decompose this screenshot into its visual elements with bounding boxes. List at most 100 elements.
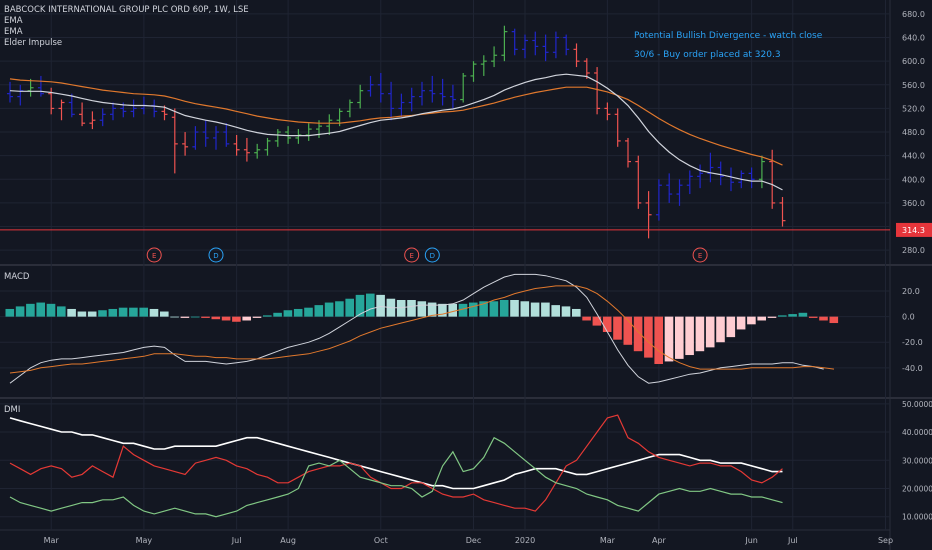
macd-histogram-bar: [139, 307, 148, 317]
macd-histogram-bar: [376, 294, 385, 317]
ohlc-bar: [357, 84, 364, 109]
annotation-buy-order: 30/6 - Buy order placed at 320.3: [634, 50, 781, 60]
macd-histogram-bar: [551, 305, 560, 317]
macd-histogram-bar: [685, 316, 694, 356]
macd-histogram-bar: [36, 302, 45, 317]
ohlc-bar: [614, 108, 621, 147]
macd-histogram-bar: [675, 316, 684, 359]
earnings-badge-label: E: [698, 252, 702, 260]
macd-histogram-bar: [623, 316, 633, 345]
macd-histogram-bar: [510, 300, 519, 317]
ohlc-bar: [182, 132, 189, 156]
ohlc-bar: [408, 87, 415, 112]
macd-histogram-bar: [335, 301, 344, 317]
macd-histogram-bar: [819, 316, 828, 321]
ohlc-bar: [552, 31, 559, 59]
macd-histogram-bar: [345, 298, 354, 317]
macd-histogram-bar: [396, 300, 406, 317]
macd-histogram-bar: [324, 302, 334, 317]
earnings-badge-label: E: [409, 252, 413, 260]
macd-histogram-bar: [757, 316, 766, 321]
macd-histogram-bar: [67, 308, 76, 317]
macd-histogram-bar: [829, 316, 839, 324]
time-tick-label: Sep: [878, 536, 893, 545]
dividend-badge-label: D: [430, 252, 435, 260]
ohlc-bar: [27, 78, 34, 97]
ohlc-bar: [449, 84, 456, 109]
ohlc-bar: [79, 102, 86, 127]
macd-line: [9, 273, 824, 384]
dmi-tick-label: 40.0000: [902, 428, 932, 437]
dividend-badge: [424, 247, 440, 263]
ohlc-bar: [233, 135, 240, 156]
ohlc-bar: [480, 55, 487, 76]
ohlc-bar: [707, 152, 714, 183]
price-tick-label: 400.0: [902, 175, 925, 184]
macd-histogram-bar: [499, 300, 509, 317]
macd-histogram-bar: [149, 308, 159, 317]
study-ema-fast[interactable]: EMA: [4, 16, 23, 26]
ohlc-bar: [635, 155, 642, 209]
macd-histogram-bar: [705, 316, 715, 348]
macd-histogram-bar: [561, 306, 571, 317]
macd-histogram-bar: [438, 303, 447, 317]
ohlc-bar: [274, 129, 281, 147]
macd-histogram-bar: [530, 302, 540, 317]
macd-histogram-bar: [26, 303, 35, 317]
macd-histogram-bar: [644, 316, 653, 358]
macd-signal-line: [9, 285, 835, 374]
study-elder-impulse[interactable]: Elder Impulse: [4, 38, 63, 48]
time-tick-label: 2020: [515, 536, 535, 545]
ohlc-bar: [388, 81, 395, 121]
price-tick-label: 440.0: [902, 152, 925, 161]
macd-pane-title[interactable]: MACD: [4, 272, 30, 282]
dmi-pane-title[interactable]: DMI: [4, 405, 21, 415]
macd-histogram-bar: [417, 301, 427, 317]
macd-histogram-bar: [541, 302, 550, 317]
macd-histogram-bar: [716, 316, 725, 343]
ohlc-bar: [666, 173, 673, 203]
macd-histogram-bar: [695, 316, 705, 352]
ohlc-bar: [202, 120, 209, 147]
ema-fast-line: [9, 73, 783, 191]
macd-histogram-bar: [613, 316, 622, 340]
time-tick-label: Aug: [280, 536, 296, 545]
dividend-badge: [208, 247, 224, 263]
dmi-tick-label: 50.0000: [902, 400, 932, 409]
ohlc-bar: [501, 25, 508, 62]
macd-histogram-bar: [788, 314, 797, 317]
ohlc-bar: [37, 75, 44, 97]
macd-histogram-bar: [427, 302, 437, 317]
macd-histogram-bar: [160, 311, 169, 317]
time-tick-label: Jul: [787, 536, 798, 545]
price-tick-label: 360.0: [902, 199, 925, 208]
macd-tick-label: 0.0: [902, 313, 915, 322]
dmi-tick-label: 10.0000: [902, 513, 932, 522]
annotation-divergence: Potential Bullish Divergence - watch clo…: [634, 31, 823, 41]
macd-histogram-bar: [726, 316, 736, 338]
price-tick-label: 520.0: [902, 104, 925, 113]
macd-histogram-bar: [15, 306, 25, 317]
ohlc-bar: [522, 34, 528, 59]
macd-histogram-bar: [211, 316, 221, 320]
study-ema-slow[interactable]: EMA: [4, 27, 23, 37]
macd-histogram-bar: [221, 316, 231, 321]
ohlc-bar: [377, 72, 384, 103]
ohlc-bar: [130, 99, 137, 118]
ohlc-bar: [511, 28, 518, 56]
symbol-title: BABCOCK INTERNATIONAL GROUP PLC ORD 60P,…: [4, 5, 249, 15]
macd-tick-label: -40.0: [902, 364, 923, 373]
ohlc-bar: [17, 84, 24, 106]
time-tick-label: May: [136, 536, 153, 545]
ohlc-bar: [655, 179, 662, 221]
macd-histogram-bar: [77, 311, 87, 317]
macd-histogram-bar: [654, 316, 663, 364]
ohlc-bar: [7, 81, 13, 103]
macd-histogram-bar: [489, 301, 499, 317]
ohlc-bar: [192, 126, 199, 150]
ohlc-bar: [58, 99, 65, 121]
time-tick-label: Apr: [652, 536, 667, 545]
macd-histogram-bar: [582, 316, 591, 321]
